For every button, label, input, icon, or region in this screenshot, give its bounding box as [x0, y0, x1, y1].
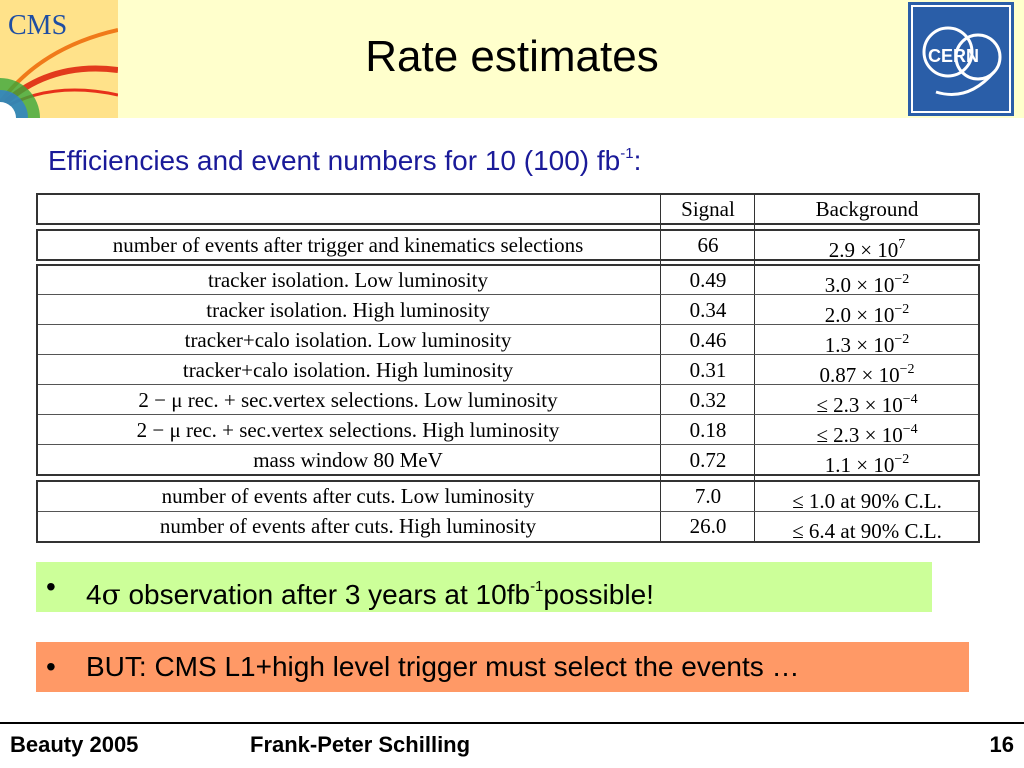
table-vline-1: [660, 193, 661, 543]
row-label: mass window 80 MeV: [253, 448, 443, 472]
table-hline: [38, 444, 978, 445]
table-row: number of events after trigger and kinem…: [36, 230, 980, 262]
table-row: 2 − μ rec. + sec.vertex selections. Low …: [36, 385, 980, 417]
trigger-text: BUT: CMS L1+high level trigger must sele…: [86, 651, 800, 682]
row-signal: 0.49: [689, 268, 727, 292]
table-row: number of events after cuts. High lumino…: [36, 511, 980, 543]
row-signal: 0.32: [689, 388, 727, 412]
table-hline: [38, 414, 978, 415]
table-row: tracker isolation. High luminosity 0.34 …: [36, 295, 980, 327]
subtitle-suffix: :: [633, 145, 642, 176]
table-hline: [38, 324, 978, 325]
row-background: ≤ 6.4 at 90% C.L.: [792, 519, 942, 543]
table-header-box: [36, 193, 980, 225]
table-vline-2: [754, 193, 755, 543]
trigger-callout: • BUT: CMS L1+high level trigger must se…: [36, 642, 969, 692]
cms-logo-icon: CMS: [0, 0, 118, 118]
row-background: ≤ 1.0 at 90% C.L.: [792, 489, 942, 513]
row-label: number of events after cuts. High lumino…: [159, 514, 537, 538]
header-signal: Signal: [681, 197, 735, 221]
row-signal: 0.18: [689, 418, 727, 442]
page-title: Rate estimates: [365, 32, 659, 81]
row-label: number of events after trigger and kinem…: [112, 233, 584, 257]
table-result-box: [36, 480, 980, 543]
row-background: 0.87 × 10−2: [819, 362, 915, 387]
observation-callout: • 4σ observation after 3 years at 10fb-1…: [36, 562, 932, 612]
table-hline: [38, 354, 978, 355]
cern-logo-icon: CERN: [908, 2, 1014, 116]
header-band: CMS Rate estimates CERN: [0, 0, 1024, 118]
row-signal: 0.46: [689, 328, 727, 352]
cms-logo-text: CMS: [8, 10, 67, 41]
row-label: tracker+calo isolation. Low luminosity: [184, 328, 512, 352]
row-signal: 26.0: [689, 514, 727, 538]
subtitle-sup: -1: [620, 145, 634, 162]
row-background: 2.9 × 107: [828, 237, 906, 262]
row-label: number of events after cuts. Low luminos…: [161, 484, 535, 508]
subtitle: Efficiencies and event numbers for 10 (1…: [48, 145, 641, 177]
row-label: tracker isolation. High luminosity: [206, 298, 490, 322]
header-background: Background: [815, 197, 919, 221]
page-number: 16: [989, 732, 1014, 757]
table-row: tracker isolation. Low luminosity 0.49 3…: [36, 265, 980, 297]
bullet: •: [46, 651, 56, 682]
row-label: tracker isolation. Low luminosity: [208, 268, 488, 292]
row-background: 2.0 × 10−2: [824, 302, 910, 327]
table-row: 2 − μ rec. + sec.vertex selections. High…: [36, 415, 980, 447]
table-row: number of events after cuts. Low luminos…: [36, 481, 980, 513]
table-row: tracker+calo isolation. High luminosity …: [36, 355, 980, 387]
cern-logo-text: CERN: [928, 46, 979, 66]
observation-text: 4σ observation after 3 years at 10fb-1po…: [86, 578, 654, 611]
table-header-row: Signal Background: [36, 194, 980, 224]
row-signal: 0.34: [689, 298, 727, 322]
table-hline: [38, 294, 978, 295]
row-label: 2 − μ rec. + sec.vertex selections. High…: [136, 418, 560, 442]
row-label: tracker+calo isolation. High luminosity: [182, 358, 514, 382]
table-hline: [38, 511, 978, 512]
row-background: 3.0 × 10−2: [824, 272, 910, 297]
table-hline: [38, 384, 978, 385]
row-signal: 0.31: [689, 358, 727, 382]
subtitle-text: Efficiencies and event numbers for 10 (1…: [48, 145, 621, 176]
row-signal: 0.72: [689, 448, 727, 472]
footer-left: Beauty 2005: [10, 732, 139, 757]
row-signal: 66: [697, 233, 719, 257]
header-label: [36, 194, 660, 224]
sigma-symbol: σ: [101, 578, 121, 611]
table-row: tracker+calo isolation. Low luminosity 0…: [36, 325, 980, 357]
table-row: mass window 80 MeV 0.72 1.1 × 10−2: [36, 445, 980, 477]
row-label: 2 − μ rec. + sec.vertex selections. Low …: [138, 388, 558, 412]
table-trigger-box: [36, 229, 980, 261]
bullet: •: [46, 571, 56, 602]
footer-divider: [0, 722, 1024, 724]
row-background: ≤ 2.3 × 10−4: [816, 422, 918, 447]
row-signal: 7.0: [694, 484, 722, 508]
efficiency-table: Signal Background number of events after…: [36, 193, 980, 543]
row-background: ≤ 2.3 × 10−4: [816, 392, 918, 417]
table-selection-box: [36, 264, 980, 476]
row-background: 1.3 × 10−2: [824, 332, 910, 357]
footer-author: Frank-Peter Schilling: [250, 732, 471, 757]
row-background: 1.1 × 10−2: [824, 452, 910, 477]
